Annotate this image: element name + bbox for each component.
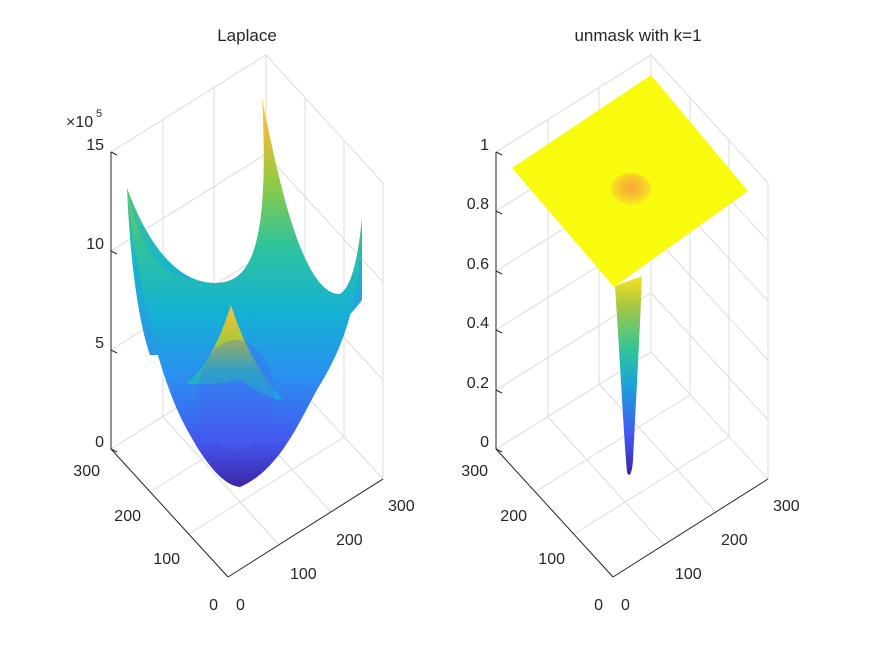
- laplace-z-tick: 10: [86, 236, 104, 253]
- unmask-title: unmask with k=1: [574, 26, 701, 45]
- unmask-surface: [512, 75, 748, 475]
- laplace-x-tick: 100: [290, 566, 317, 583]
- laplace-z-tick: 15: [86, 137, 104, 154]
- laplace-x-tick: 300: [388, 498, 415, 515]
- unmask-z-tick: 0: [480, 434, 489, 451]
- unmask-hole: [611, 173, 651, 205]
- laplace-z-exponent: 5: [96, 108, 102, 120]
- unmask-z-tick: 1: [480, 137, 489, 154]
- unmask-z-tick: 0.8: [467, 196, 489, 213]
- laplace-y-tick: 100: [153, 551, 180, 568]
- laplace-axes: 0 5 10 15 ×10 5 300 200 100 0 0 100 200 …: [66, 26, 415, 614]
- unmask-axis-lines: [495, 151, 769, 578]
- laplace-z-tick: 5: [95, 335, 104, 352]
- unmask-x-tick: 200: [721, 532, 748, 549]
- unmask-x-tick: 100: [675, 566, 702, 583]
- unmask-z-tick: 0.4: [467, 315, 489, 332]
- laplace-axis-lines: [110, 151, 384, 578]
- unmask-z-tick: 0.6: [467, 256, 489, 273]
- laplace-front-peak: [186, 305, 283, 400]
- laplace-title: Laplace: [217, 26, 277, 45]
- laplace-bowl: [127, 98, 362, 487]
- unmask-y-tick: 300: [461, 463, 488, 480]
- laplace-x-tick: 200: [336, 532, 363, 549]
- unmask-y-tick: 200: [500, 508, 527, 525]
- unmask-z-tick: 0.2: [467, 375, 489, 392]
- unmask-axes: 0 0.2 0.4 0.6 0.8 1 300 200 100 0 0 100 …: [461, 26, 800, 614]
- laplace-z-tick: 0: [95, 434, 104, 451]
- laplace-y-tick: 200: [114, 508, 141, 525]
- laplace-y-tick: 0: [209, 597, 218, 614]
- laplace-y-tick: 300: [73, 463, 100, 480]
- unmask-y-tick: 0: [594, 597, 603, 614]
- laplace-x-tick: 0: [236, 597, 245, 614]
- unmask-well: [615, 276, 642, 475]
- unmask-y-tick: 100: [538, 551, 565, 568]
- unmask-x-tick: 0: [621, 597, 630, 614]
- laplace-surface: [127, 98, 362, 487]
- unmask-x-tick: 300: [773, 498, 800, 515]
- laplace-z-multiplier: ×10: [66, 114, 93, 131]
